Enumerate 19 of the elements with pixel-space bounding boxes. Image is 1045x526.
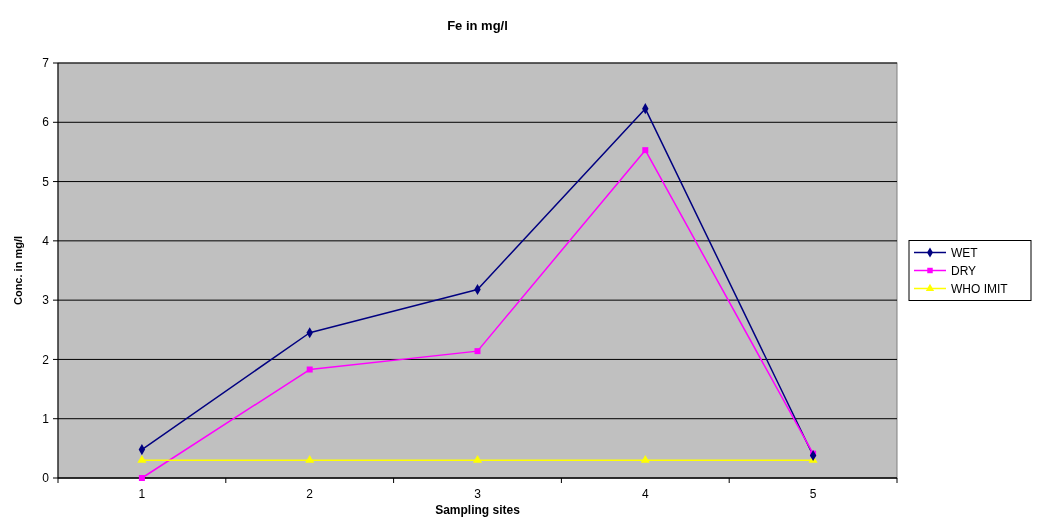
legend-label: WET [951,245,979,260]
x-tick-label: 3 [474,487,482,501]
y-tick-label: 4 [42,234,50,249]
x-axis-title: Sampling sites [435,503,521,517]
x-tick-label: 5 [809,487,817,501]
y-tick-label: 6 [42,115,50,130]
y-tick-label: 3 [42,293,50,308]
legend-label: DRY [951,263,977,278]
x-tick-label: 2 [306,487,314,501]
y-tick-label: 7 [42,56,50,71]
x-tick-label: 1 [138,487,146,501]
y-tick-label: 1 [42,411,50,426]
y-tick-label: 0 [42,471,50,486]
y-tick-label: 5 [42,174,50,189]
legend-label: WHO IMIT [951,281,1009,296]
y-axis-title: Conc. in mg/l [12,235,24,306]
y-tick-label: 2 [42,352,50,367]
x-tick-label: 4 [641,487,649,501]
chart-title: Fe in mg/l [447,18,508,33]
